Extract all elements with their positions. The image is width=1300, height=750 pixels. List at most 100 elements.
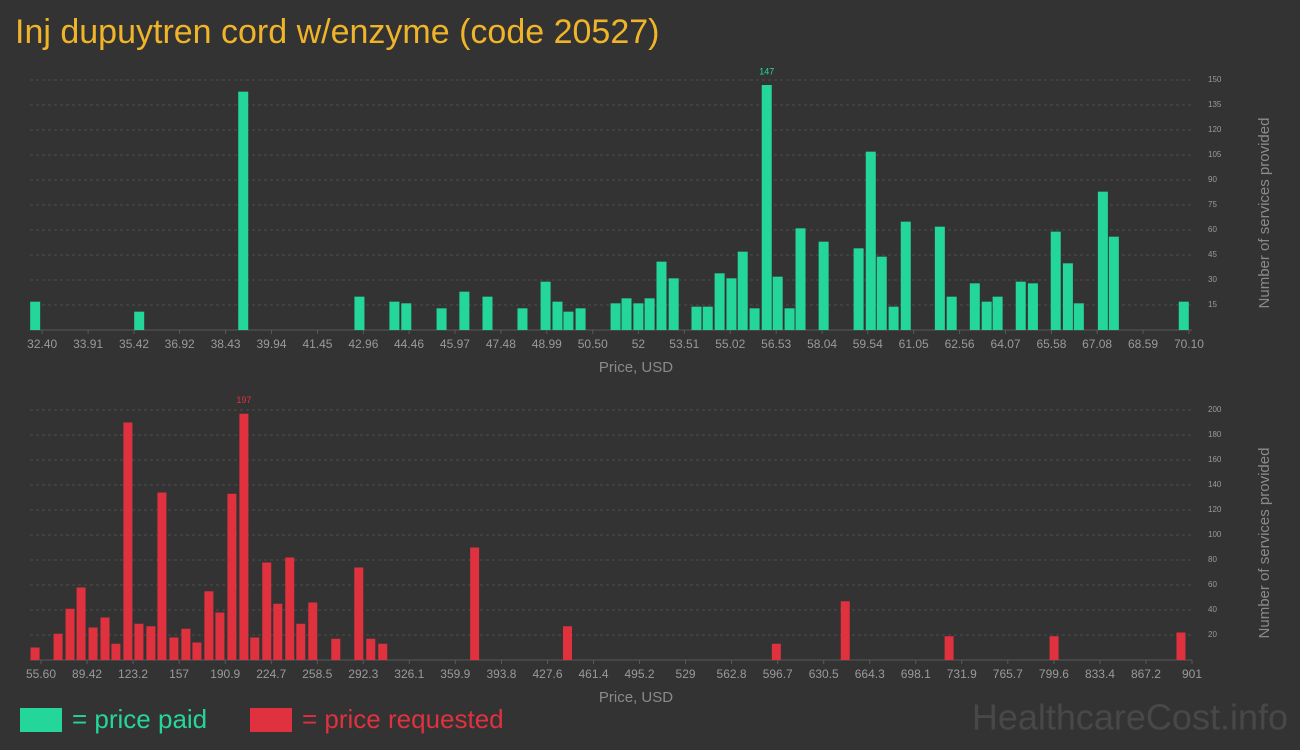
bar bbox=[563, 311, 574, 330]
bar bbox=[123, 422, 133, 660]
bar bbox=[285, 557, 295, 660]
x-tick-label: 38.43 bbox=[211, 337, 241, 351]
y-axis-label: Number of services provided bbox=[1256, 118, 1273, 309]
x-tick-label: 190.9 bbox=[210, 667, 240, 681]
bar bbox=[944, 636, 954, 660]
y-tick-label: 60 bbox=[1208, 580, 1217, 589]
bar bbox=[900, 221, 911, 330]
y-tick-label: 105 bbox=[1208, 150, 1222, 159]
bar bbox=[575, 308, 586, 330]
x-tick-label: 630.5 bbox=[809, 667, 839, 681]
bar bbox=[552, 301, 563, 330]
x-tick-label: 36.92 bbox=[165, 337, 195, 351]
bar bbox=[818, 241, 829, 330]
y-tick-label: 80 bbox=[1208, 555, 1217, 564]
y-tick-label: 100 bbox=[1208, 530, 1222, 539]
bar bbox=[644, 298, 655, 330]
x-tick-label: 123.2 bbox=[118, 667, 148, 681]
bar bbox=[992, 296, 1003, 330]
bar bbox=[134, 623, 144, 660]
y-tick-label: 135 bbox=[1208, 100, 1222, 109]
y-tick-label: 160 bbox=[1208, 455, 1222, 464]
bar bbox=[181, 628, 191, 660]
y-tick-label: 90 bbox=[1208, 175, 1217, 184]
x-tick-label: 42.96 bbox=[348, 337, 378, 351]
x-tick-label: 58.04 bbox=[807, 337, 837, 351]
x-tick-label: 596.7 bbox=[763, 667, 793, 681]
bar bbox=[876, 256, 887, 330]
bar bbox=[88, 627, 98, 660]
bar bbox=[840, 601, 850, 660]
y-tick-label: 30 bbox=[1208, 275, 1217, 284]
y-tick-label: 60 bbox=[1208, 225, 1217, 234]
bar bbox=[633, 303, 644, 330]
bar bbox=[238, 91, 249, 331]
bar bbox=[169, 637, 179, 660]
bar bbox=[621, 298, 632, 330]
max-label: 197 bbox=[236, 395, 251, 405]
x-tick-label: 65.58 bbox=[1036, 337, 1066, 351]
y-tick-label: 200 bbox=[1208, 405, 1222, 414]
y-tick-label: 150 bbox=[1208, 75, 1222, 84]
bar bbox=[331, 638, 341, 660]
x-tick-label: 59.54 bbox=[853, 337, 883, 351]
x-tick-label: 52 bbox=[632, 337, 646, 351]
bar bbox=[1097, 191, 1108, 330]
bar bbox=[250, 637, 260, 660]
bar bbox=[273, 603, 283, 660]
x-tick-label: 70.10 bbox=[1174, 337, 1204, 351]
bar bbox=[111, 643, 121, 660]
x-tick-label: 32.40 bbox=[27, 337, 57, 351]
bar bbox=[946, 296, 957, 330]
bar bbox=[262, 562, 272, 660]
x-tick-label: 799.6 bbox=[1039, 667, 1069, 681]
bar bbox=[610, 303, 621, 330]
bar bbox=[772, 276, 783, 330]
x-tick-label: 326.1 bbox=[394, 667, 424, 681]
bar bbox=[192, 642, 202, 660]
bar bbox=[656, 261, 667, 330]
x-tick-label: 33.91 bbox=[73, 337, 103, 351]
bar bbox=[1050, 231, 1061, 330]
bar bbox=[853, 248, 864, 330]
bar bbox=[1178, 301, 1189, 330]
x-tick-label: 61.05 bbox=[899, 337, 929, 351]
bar bbox=[134, 311, 145, 330]
bar bbox=[204, 591, 214, 660]
x-tick-label: 89.42 bbox=[72, 667, 102, 681]
bar bbox=[366, 638, 376, 660]
x-tick-label: 55.60 bbox=[26, 667, 56, 681]
bar bbox=[737, 251, 748, 330]
bar bbox=[470, 547, 480, 660]
bar bbox=[482, 296, 493, 330]
bar bbox=[1015, 281, 1026, 330]
bar bbox=[714, 273, 725, 330]
bar bbox=[888, 306, 899, 330]
x-tick-label: 157 bbox=[169, 667, 189, 681]
x-tick-label: 67.08 bbox=[1082, 337, 1112, 351]
x-tick-label: 56.53 bbox=[761, 337, 791, 351]
y-tick-label: 40 bbox=[1208, 605, 1217, 614]
legend-label: = price paid bbox=[72, 704, 207, 734]
bar bbox=[296, 623, 306, 660]
y-tick-label: 75 bbox=[1208, 200, 1217, 209]
x-tick-label: 292.3 bbox=[348, 667, 378, 681]
bar bbox=[691, 306, 702, 330]
x-tick-label: 224.7 bbox=[256, 667, 286, 681]
bar bbox=[157, 492, 167, 660]
x-tick-label: 258.5 bbox=[302, 667, 332, 681]
legend-label: = price requested bbox=[302, 704, 504, 734]
x-tick-label: 867.2 bbox=[1131, 667, 1161, 681]
bar bbox=[865, 151, 876, 330]
y-tick-label: 15 bbox=[1208, 300, 1217, 309]
bar bbox=[563, 626, 573, 660]
x-tick-label: 698.1 bbox=[901, 667, 931, 681]
bar bbox=[761, 85, 772, 330]
x-axis-label: Price, USD bbox=[599, 689, 673, 706]
x-tick-label: 901 bbox=[1182, 667, 1202, 681]
y-tick-label: 20 bbox=[1208, 630, 1217, 639]
x-axis-label: Price, USD bbox=[599, 359, 673, 376]
bar bbox=[702, 306, 713, 330]
x-tick-label: 833.4 bbox=[1085, 667, 1115, 681]
